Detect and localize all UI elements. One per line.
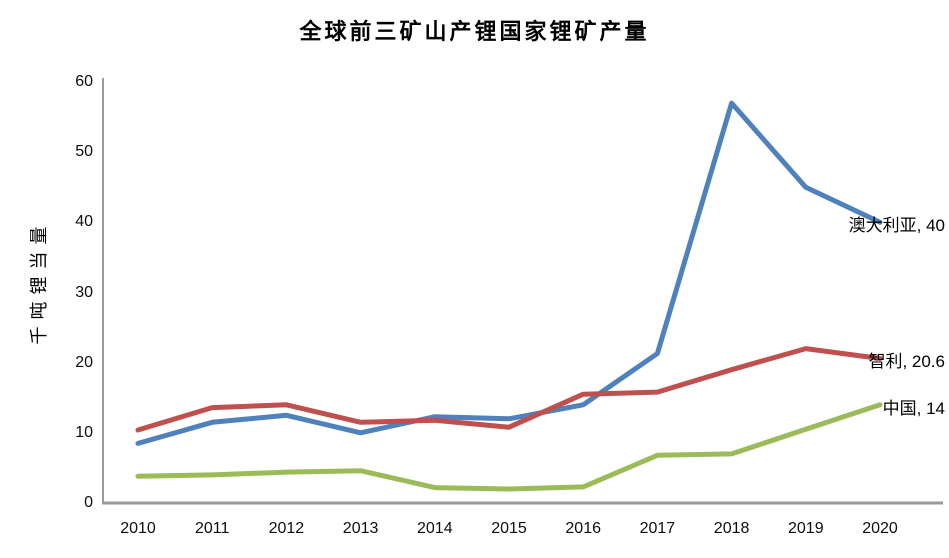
y-tick-label: 60 bbox=[75, 73, 93, 90]
series-end-label-chile: 智利, 20.6 bbox=[868, 352, 945, 372]
x-tick-label: 2013 bbox=[342, 520, 379, 537]
series-line-chile bbox=[135, 346, 883, 433]
series-end-label-china: 中国, 14 bbox=[882, 398, 945, 418]
y-tick-label: 10 bbox=[75, 423, 93, 441]
x-tick-label: 2017 bbox=[639, 520, 676, 537]
y-tick-label: 40 bbox=[75, 213, 93, 231]
x-tick-label: 2011 bbox=[194, 520, 230, 537]
y-tick-label: 0 bbox=[84, 494, 93, 511]
x-tick-label: 2020 bbox=[862, 520, 898, 537]
series-line-china bbox=[135, 402, 883, 492]
x-tick-label: 2012 bbox=[268, 520, 305, 537]
chart-title: 全球前三矿山产锂国家锂矿产量 bbox=[299, 19, 650, 44]
x-tick-label: 2014 bbox=[417, 520, 453, 537]
y-tick-label: 30 bbox=[75, 283, 93, 301]
y-tick-label: 50 bbox=[75, 143, 93, 161]
x-tick-label: 2016 bbox=[565, 520, 601, 537]
x-tick-label: 2015 bbox=[491, 520, 527, 537]
x-tick-label: 2010 bbox=[120, 520, 156, 537]
series-line-australia bbox=[135, 100, 883, 446]
x-tick-label: 2019 bbox=[788, 520, 824, 537]
x-tick-label: 2018 bbox=[713, 520, 750, 537]
series-end-label-australia: 澳大利亚, 40 bbox=[848, 216, 945, 236]
y-tick-label: 20 bbox=[75, 353, 93, 371]
